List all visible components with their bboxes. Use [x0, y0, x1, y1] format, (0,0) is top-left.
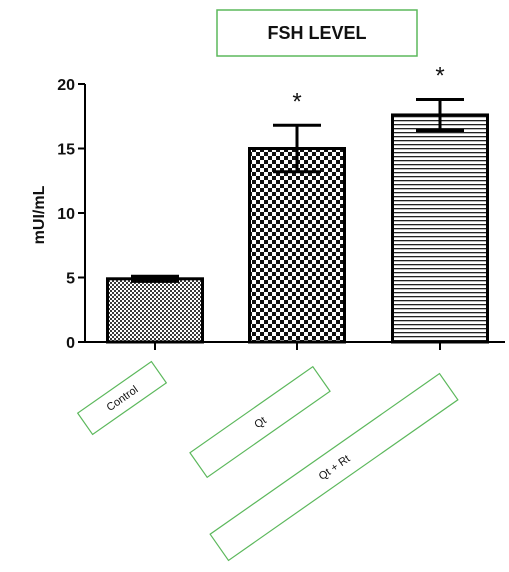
y-tick-label: 20	[57, 77, 75, 94]
y-tick-label: 10	[57, 206, 75, 223]
category-label-2: Qt + Rt	[209, 372, 459, 562]
bar-1	[248, 147, 346, 344]
category-label-box	[76, 360, 168, 436]
title-box	[216, 9, 418, 57]
significance-mark-1: *	[292, 88, 301, 115]
bars: **	[106, 62, 489, 344]
category-label-box	[209, 372, 459, 562]
chart-title: FSH LEVEL	[267, 23, 366, 43]
category-label-text: Qt	[252, 415, 268, 431]
y-tick-label: 5	[66, 271, 75, 288]
y-axis-title: mUI/mL	[31, 185, 48, 244]
category-label-0: Control	[76, 360, 168, 436]
bar-0	[106, 277, 204, 344]
bar-2	[391, 113, 489, 344]
y-tick-label: 0	[66, 335, 75, 352]
category-label-1: Qt	[189, 365, 331, 479]
y-tick-label: 15	[57, 142, 75, 159]
category-label-box	[189, 365, 331, 479]
significance-mark-2: *	[435, 62, 444, 89]
